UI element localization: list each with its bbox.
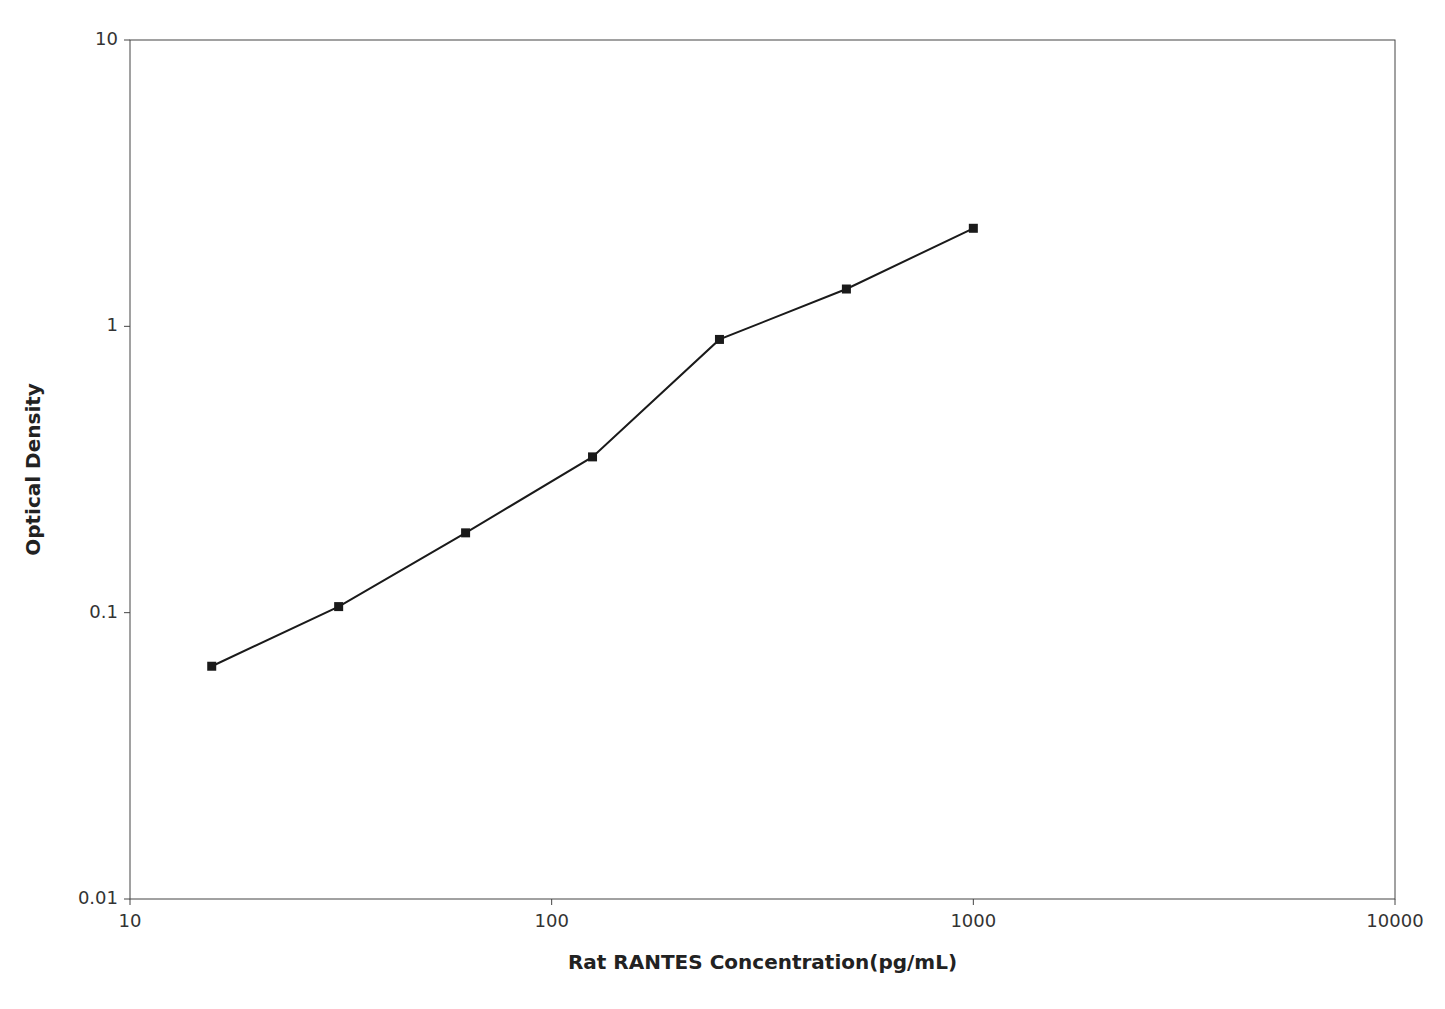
y-tick (124, 40, 130, 41)
data-marker (334, 602, 343, 611)
y-axis-label: Optical Density (21, 383, 45, 556)
chart-container: 10 100 1000 10000 0.01 0.1 1 10 Rat RANTES Conce… (0, 0, 1445, 1009)
x-tick (130, 899, 131, 905)
data-marker (969, 224, 978, 233)
y-tick-label: 1 (107, 314, 118, 335)
y-tick (124, 899, 130, 900)
data-marker (842, 285, 851, 294)
x-tick (1395, 899, 1396, 905)
x-tick-label: 10 (119, 910, 142, 931)
data-marker (715, 335, 724, 344)
y-tick-label: 0.01 (78, 887, 118, 908)
x-axis-label: Rat RANTES Concentration(pg/mL) (568, 950, 957, 974)
plot-frame (130, 40, 1395, 899)
y-tick (124, 612, 130, 613)
x-tick (973, 899, 974, 905)
y-tick (124, 326, 130, 327)
data-marker (207, 662, 216, 671)
chart: 10 100 1000 10000 0.01 0.1 1 10 Rat RANTES Conce… (0, 0, 1445, 1009)
y-tick-label: 10 (95, 28, 118, 49)
data-marker (588, 452, 597, 461)
y-tick-label: 0.1 (89, 601, 118, 622)
x-tick (551, 899, 552, 905)
x-tick-label: 1000 (950, 910, 996, 931)
x-tick-label: 10000 (1366, 910, 1423, 931)
x-tick-label: 100 (534, 910, 568, 931)
data-marker (461, 528, 470, 537)
plot-area (207, 224, 978, 671)
data-line (212, 228, 974, 666)
